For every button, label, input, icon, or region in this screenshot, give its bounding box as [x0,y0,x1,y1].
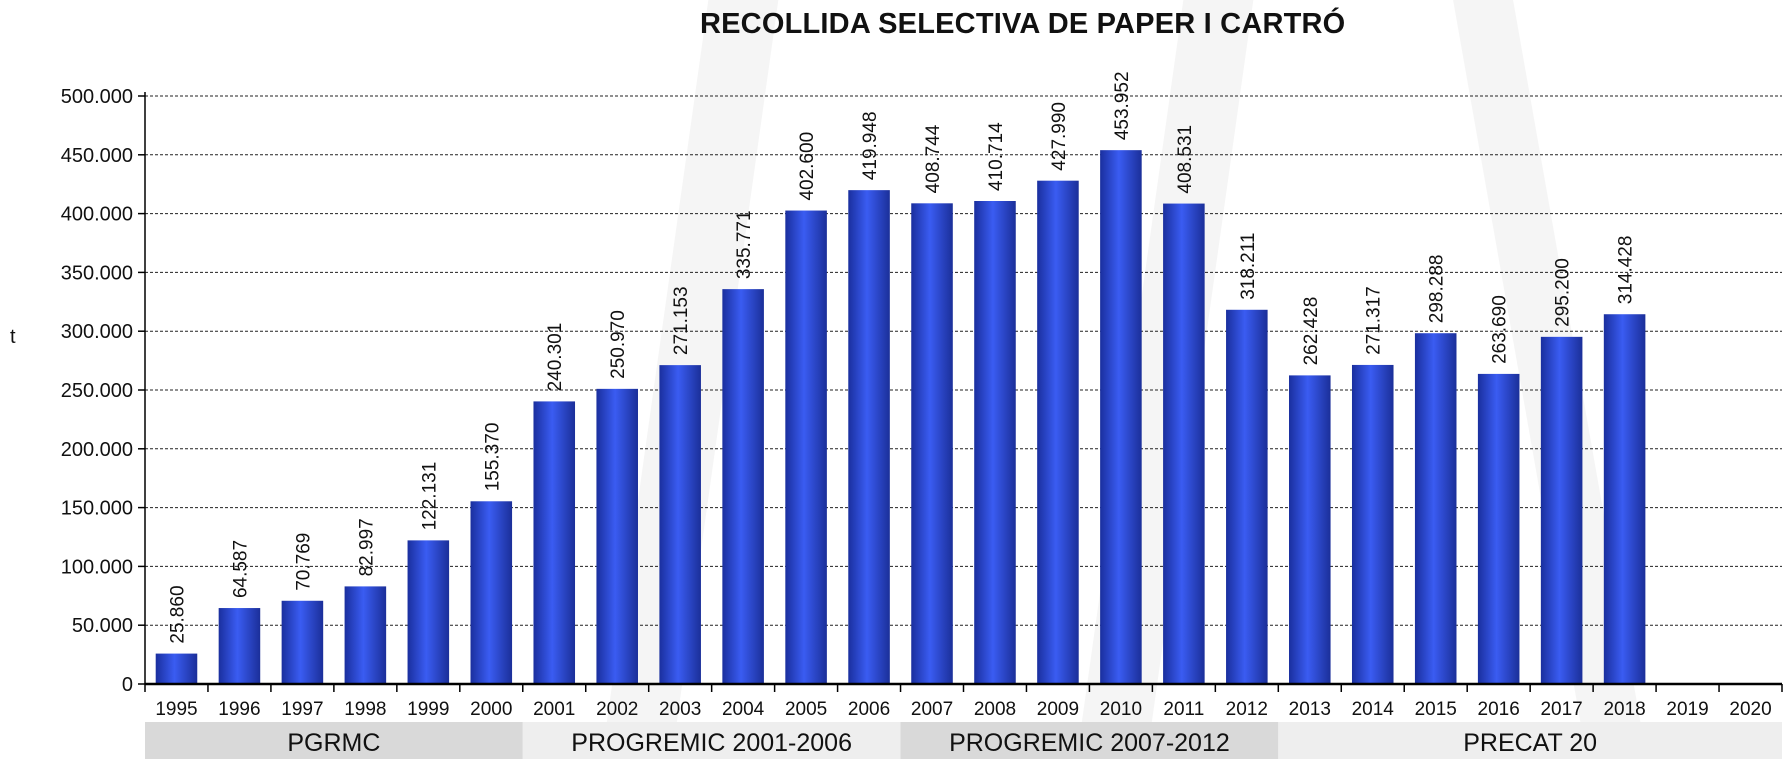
x-tick-label: 2017 [1540,699,1582,720]
x-tick-label: 1998 [344,699,386,720]
bar [155,653,198,684]
data-label: 295.200 [1553,258,1574,327]
bar [722,289,764,684]
y-tick-label: 100.000 [61,556,133,578]
bar [407,540,450,684]
x-tick-label: 2016 [1478,699,1520,720]
data-label: 427.990 [1049,102,1070,171]
x-tick-label: 2006 [848,699,890,720]
data-label: 25.860 [167,585,188,643]
bar [596,388,638,684]
x-tick-label: 1997 [281,699,323,720]
data-label: 271.317 [1364,286,1385,355]
bar [218,608,261,684]
data-label: 408.531 [1175,125,1196,194]
bar [1226,309,1268,684]
x-tick-label: 2019 [1666,699,1708,720]
period-label: PROGREMIC 2001-2006 [571,729,852,757]
data-label: 314.428 [1616,236,1637,305]
period-label: PRECAT 20 [1463,729,1597,757]
data-label: 419.948 [860,111,881,180]
x-tick-label: 2000 [470,699,512,720]
x-tick-label: 2008 [974,699,1016,720]
bar [974,201,1016,684]
data-label: 240.301 [545,323,566,392]
y-tick-label: 0 [122,674,133,696]
bar [533,401,576,684]
x-tick-label: 1996 [218,699,260,720]
data-label: 408.744 [923,124,944,193]
x-tick-label: 1999 [407,699,449,720]
data-label: 122.131 [419,462,440,531]
x-tick-label: 2018 [1603,699,1645,720]
x-tick-label: 2020 [1729,699,1771,720]
period-label: PROGREMIC 2007-2012 [949,729,1230,757]
bar [1540,336,1583,684]
chart-title: RECOLLIDA SELECTIVA DE PAPER I CARTRÓ [700,8,1346,40]
data-label: 262.428 [1301,297,1322,366]
period-band [145,722,523,759]
y-tick-label: 150.000 [61,498,133,520]
bar [1100,150,1142,684]
x-tick-label: 2012 [1226,699,1268,720]
data-label: 70.769 [293,533,314,591]
bar [1037,180,1079,684]
period-band [522,722,901,759]
data-label: 271.153 [671,286,692,355]
x-tick-label: 2009 [1037,699,1079,720]
y-tick-label: 400.000 [61,204,133,226]
x-tick-label: 2005 [785,699,827,720]
y-tick-label: 450.000 [61,145,133,167]
period-band [1278,722,1782,759]
y-tick-label: 500.000 [61,86,133,108]
bar [848,190,890,684]
x-tick-label: 2010 [1100,699,1142,720]
bar [344,586,387,684]
x-tick-label: 2014 [1352,699,1395,720]
bar [1477,373,1520,684]
x-tick-label: 2011 [1163,699,1204,720]
data-label: 318.211 [1238,233,1259,300]
data-label: 155.370 [482,423,503,492]
bar [1163,203,1205,684]
x-tick-label: 2013 [1289,699,1331,720]
bar [1351,364,1394,684]
y-tick-label: 200.000 [61,439,133,461]
period-band [900,722,1279,759]
data-label: 335.771 [734,210,755,279]
data-label: 64.587 [230,540,251,598]
bar [281,600,324,684]
bar [911,203,953,684]
bar [1414,333,1457,684]
y-tick-label: 350.000 [61,262,133,284]
y-tick-label: 50.000 [72,615,133,637]
data-label: 298.288 [1427,255,1448,324]
bar [1603,314,1646,684]
x-tick-label: 2001 [533,699,575,720]
x-tick-label: 2004 [722,699,765,720]
bar [659,365,701,684]
data-label: 82.997 [356,518,377,576]
x-tick-label: 1995 [155,699,197,720]
data-label: 402.600 [797,132,818,201]
bar [470,501,513,684]
x-tick-label: 2002 [596,699,638,720]
y-axis-label: t [10,326,16,348]
bar [1289,375,1331,684]
data-label: 453.952 [1112,71,1133,140]
bar [785,210,827,684]
data-label: 410.714 [986,122,1007,191]
data-label: 250.970 [608,310,629,379]
y-tick-label: 300.000 [61,321,133,343]
x-tick-label: 2003 [659,699,701,720]
y-tick-label: 250.000 [61,380,133,402]
x-tick-label: 2015 [1415,699,1457,720]
data-label: 263.690 [1490,295,1511,364]
x-tick-label: 2007 [911,699,953,720]
period-label: PGRMC [287,729,380,757]
